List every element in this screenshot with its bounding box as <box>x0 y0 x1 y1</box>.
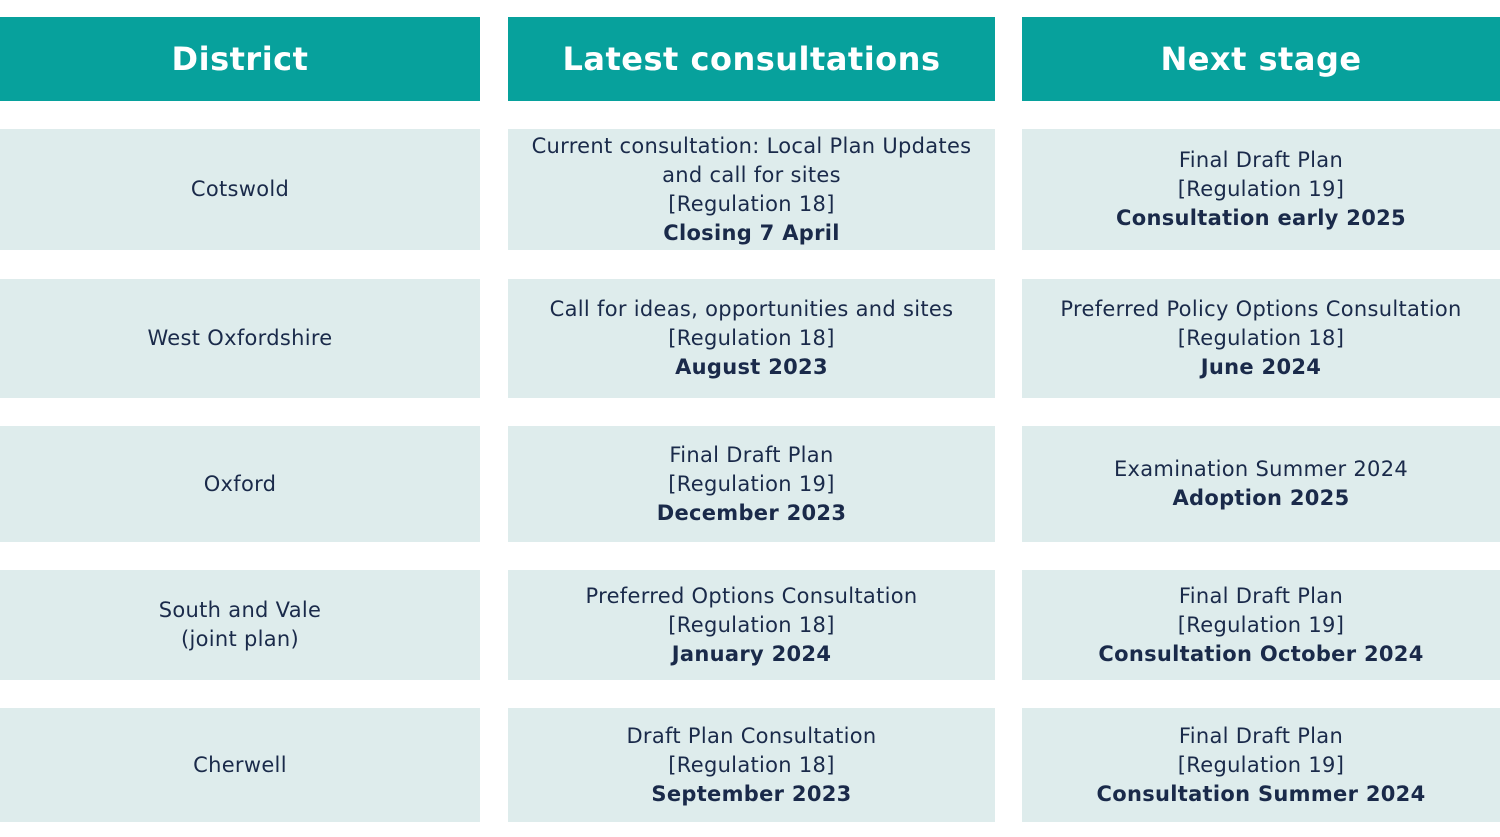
district-name: Cotswold <box>190 177 290 201</box>
next-regulation: [Regulation 19] <box>1177 177 1345 201</box>
latest-regulation: [Regulation 18] <box>668 326 835 350</box>
latest-regulation: [Regulation 18] <box>668 752 835 777</box>
latest-cell-west-oxfordshire: Call for ideas, opportunities and sites … <box>508 279 995 398</box>
latest-date: December 2023 <box>656 500 847 525</box>
next-text: Final Draft Plan <box>1178 723 1344 748</box>
latest-regulation: [Regulation 19] <box>668 471 835 496</box>
latest-cell-cotswold: Current consultation: Local Plan Updates… <box>508 129 995 250</box>
district-note: (joint plan) <box>180 627 300 651</box>
district-cell-cherwell: Cherwell <box>0 708 480 822</box>
latest-cell-south-and-vale: Preferred Options Consultation [Regulati… <box>508 570 995 680</box>
latest-cell-cherwell: Draft Plan Consultation [Regulation 18] … <box>508 708 995 822</box>
header-latest-label: Latest consultations <box>562 39 941 78</box>
district-cell-south-and-vale: South and Vale (joint plan) <box>0 570 480 680</box>
header-next-stage: Next stage <box>1022 17 1500 101</box>
header-next-label: Next stage <box>1160 39 1362 78</box>
district-name: Cherwell <box>193 752 287 777</box>
next-regulation: [Regulation 18] <box>1177 326 1345 350</box>
next-text: Final Draft Plan <box>1178 583 1344 608</box>
latest-date: August 2023 <box>675 355 828 379</box>
latest-text: Current consultation: Local Plan Updates <box>531 133 972 158</box>
district-cell-cotswold: Cotswold <box>0 129 480 250</box>
next-text: Examination Summer 2024 <box>1113 457 1409 481</box>
next-cell-cotswold: Final Draft Plan [Regulation 19] Consult… <box>1022 129 1500 250</box>
latest-regulation: [Regulation 18] <box>668 612 835 637</box>
next-cell-south-and-vale: Final Draft Plan [Regulation 19] Consult… <box>1022 570 1500 680</box>
latest-text: Draft Plan Consultation <box>626 723 877 748</box>
latest-date: Closing 7 April <box>663 220 840 245</box>
latest-text: Final Draft Plan <box>669 442 834 467</box>
header-district: District <box>0 17 480 101</box>
latest-cell-oxford: Final Draft Plan [Regulation 19] Decembe… <box>508 426 995 542</box>
next-regulation: [Regulation 19] <box>1177 612 1345 637</box>
latest-regulation: [Regulation 18] <box>668 191 835 216</box>
next-text: Final Draft Plan <box>1178 148 1344 172</box>
next-date: June 2024 <box>1200 355 1322 379</box>
next-date: Adoption 2025 <box>1172 486 1350 510</box>
next-cell-oxford: Examination Summer 2024 Adoption 2025 <box>1022 426 1500 542</box>
latest-text: Call for ideas, opportunities and sites <box>549 297 954 321</box>
next-text: Preferred Policy Options Consultation <box>1060 297 1462 321</box>
latest-date: September 2023 <box>651 781 852 806</box>
header-district-label: District <box>171 39 309 78</box>
next-date: Consultation early 2025 <box>1116 206 1406 230</box>
next-cell-cherwell: Final Draft Plan [Regulation 19] Consult… <box>1022 708 1500 822</box>
district-cell-west-oxfordshire: West Oxfordshire <box>0 279 480 398</box>
district-name: South and Vale <box>158 598 322 622</box>
next-date: Consultation October 2024 <box>1098 641 1424 666</box>
district-cell-oxford: Oxford <box>0 426 480 542</box>
latest-text: and call for sites <box>662 162 841 187</box>
latest-date: January 2024 <box>671 641 832 666</box>
latest-text: Preferred Options Consultation <box>585 583 918 608</box>
next-cell-west-oxfordshire: Preferred Policy Options Consultation [R… <box>1022 279 1500 398</box>
district-name: West Oxfordshire <box>147 326 333 350</box>
next-date: Consultation Summer 2024 <box>1096 781 1426 806</box>
district-name: Oxford <box>203 471 277 496</box>
header-latest-consultations: Latest consultations <box>508 17 995 101</box>
next-regulation: [Regulation 19] <box>1177 752 1345 777</box>
